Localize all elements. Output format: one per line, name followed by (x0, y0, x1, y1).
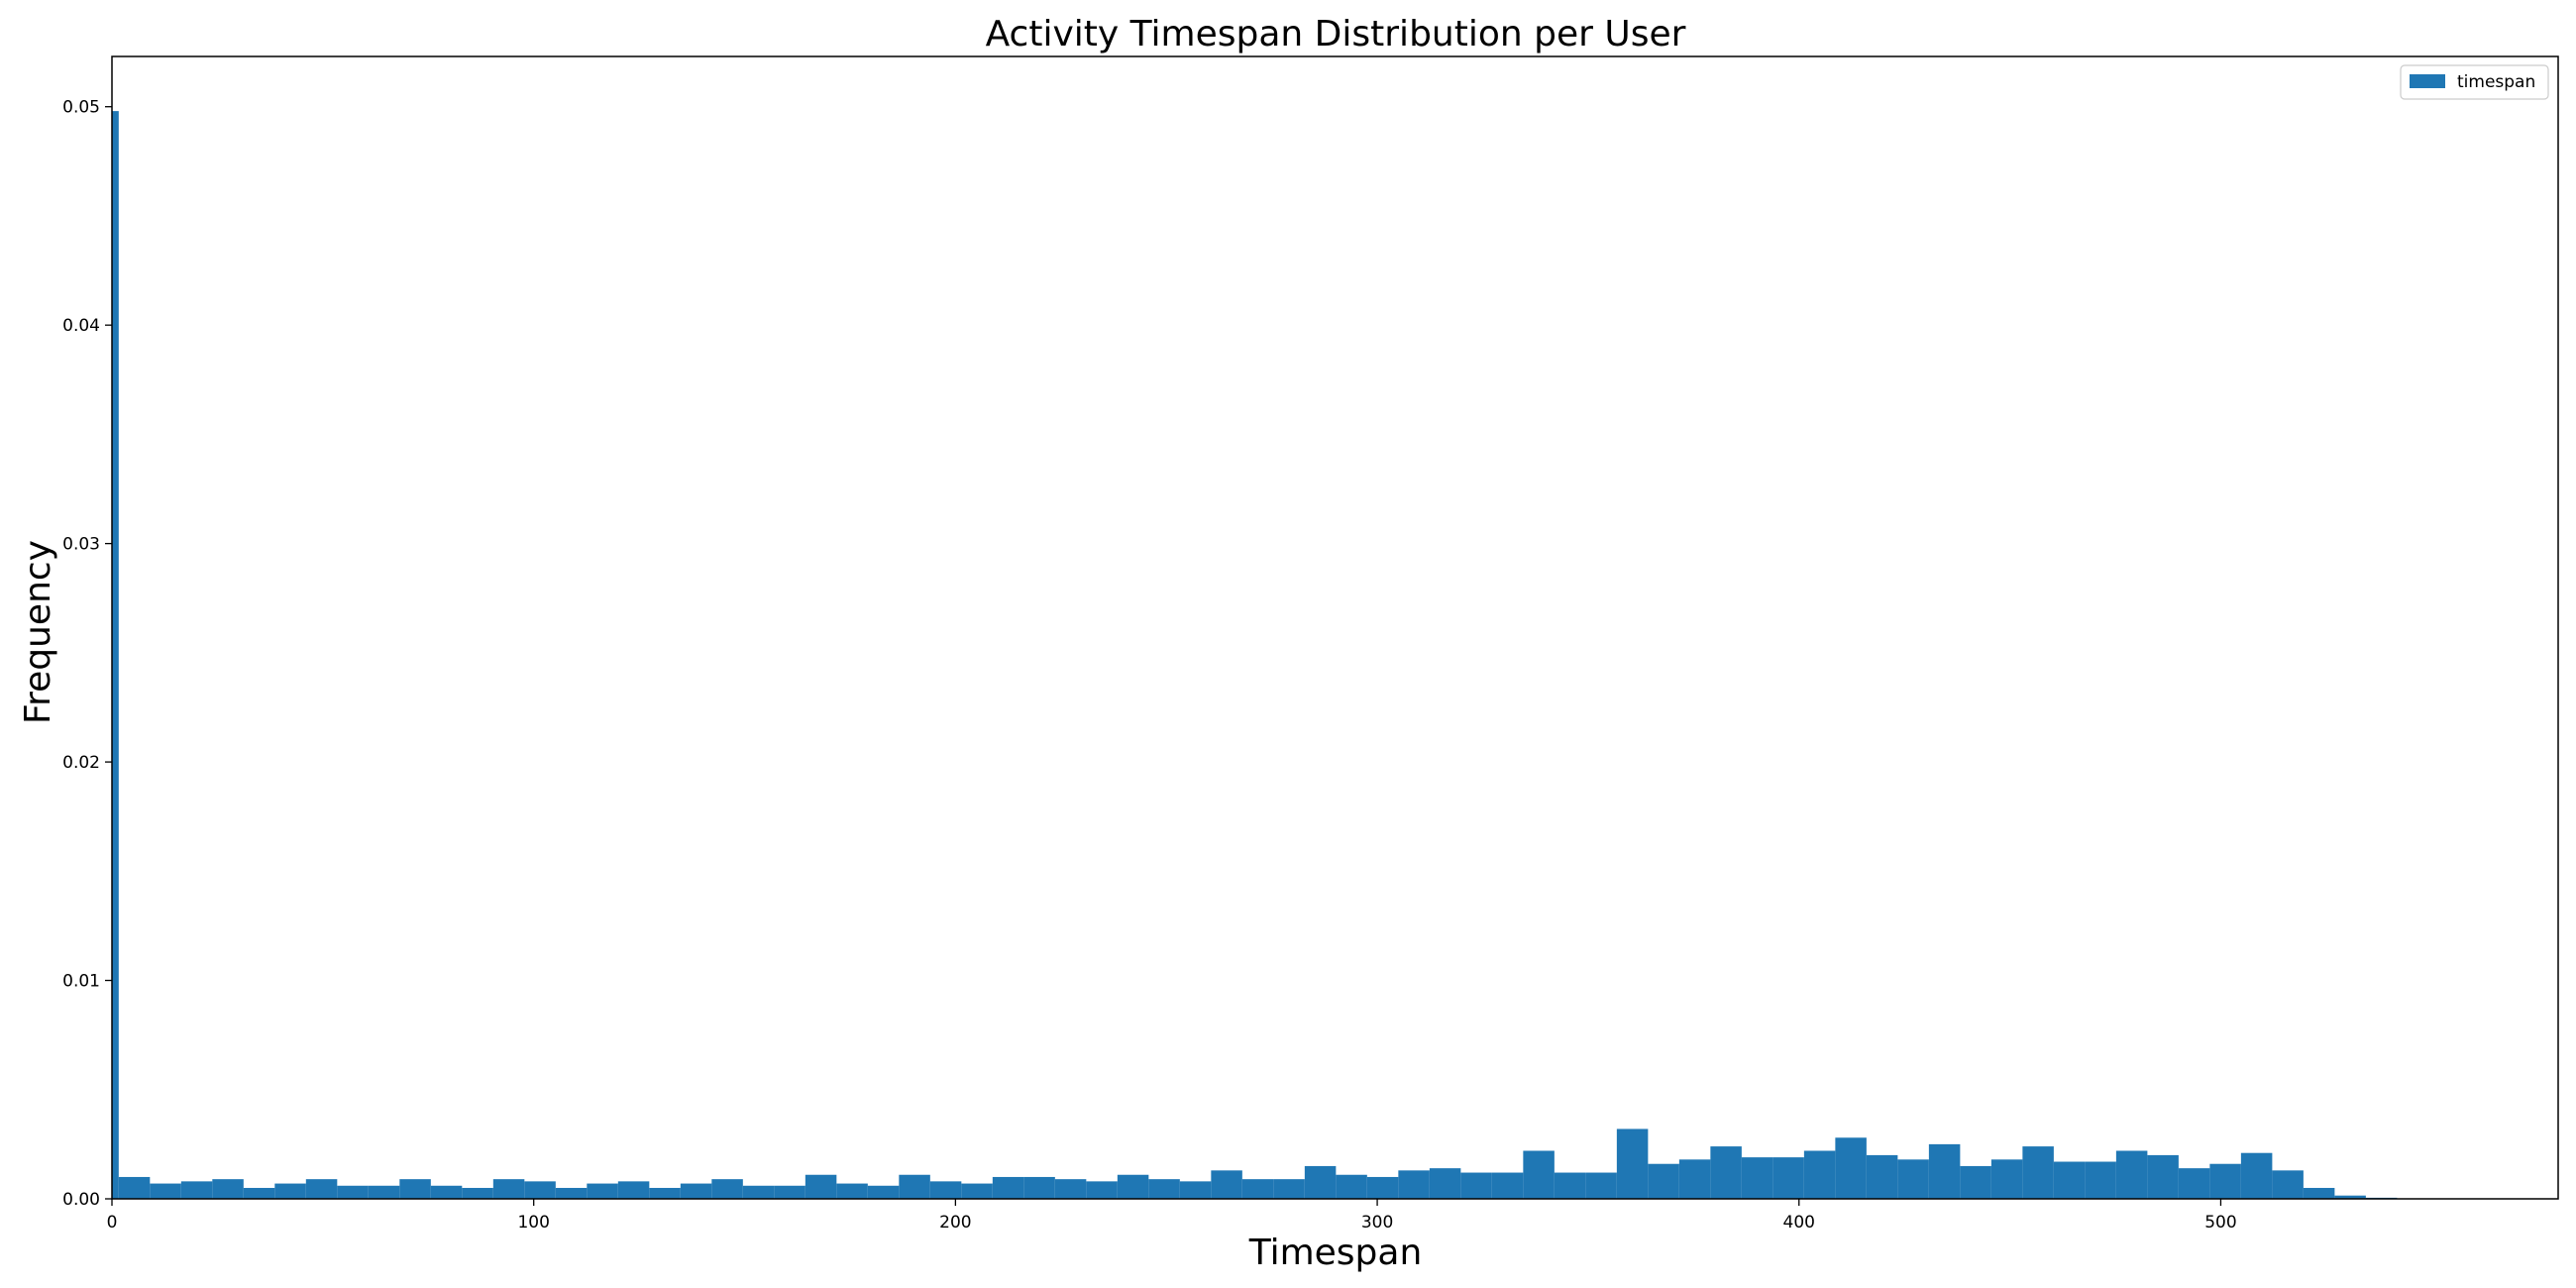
histogram-bar (1211, 1170, 1242, 1199)
histogram-bar (2085, 1161, 2116, 1199)
histogram-bar (492, 1179, 525, 1199)
x-axis-label: Timespan (1248, 1233, 1423, 1273)
histogram-bar (1960, 1165, 1991, 1199)
histogram-bar (1023, 1176, 1055, 1199)
x-tick-label: 200 (939, 1213, 971, 1233)
histogram-bar (462, 1187, 493, 1199)
histogram-bar (1523, 1150, 1555, 1199)
histogram-bar (430, 1185, 463, 1199)
x-tick-label: 500 (2204, 1213, 2236, 1233)
histogram-bar (1148, 1179, 1180, 1199)
histogram-bar (992, 1176, 1024, 1199)
histogram-bar (150, 1183, 181, 1199)
histogram-bar (867, 1185, 900, 1199)
y-tick-label: 0.02 (62, 753, 100, 773)
histogram-bar (368, 1185, 400, 1199)
histogram-bar (118, 1176, 151, 1199)
legend-swatch (2410, 74, 2445, 88)
histogram-bar (1086, 1181, 1118, 1199)
x-tick-label: 400 (1783, 1213, 1815, 1233)
histogram-bar (2178, 1168, 2210, 1199)
histogram-bar (680, 1183, 712, 1199)
y-axis-ticks: 0.00 0.01 0.02 0.03 0.04 0.05 (62, 98, 112, 1210)
plot-frame (111, 55, 2559, 1200)
histogram-bar (1741, 1157, 1773, 1199)
histogram-bar (1304, 1165, 1337, 1199)
y-tick-label: 0.00 (62, 1190, 100, 1210)
histogram-bar (180, 1181, 213, 1199)
histogram-bar (1241, 1179, 1274, 1199)
histogram-bar (2053, 1161, 2086, 1199)
histogram-bar (1273, 1179, 1305, 1199)
legend: timespan (2400, 64, 2549, 100)
histogram-bar (2115, 1150, 2148, 1199)
y-tick-label: 0.04 (62, 316, 100, 336)
histogram-bar (1616, 1128, 1649, 1199)
plot-area (112, 111, 2398, 1199)
x-tick-label: 0 (107, 1213, 118, 1233)
chart-title: Activity Timespan Distribution per User (986, 14, 1686, 54)
histogram-bar (243, 1187, 275, 1199)
y-tick-label: 0.03 (62, 535, 100, 555)
histogram-bar (587, 1183, 618, 1199)
histogram-bar (649, 1187, 681, 1199)
histogram-bar (1554, 1172, 1586, 1199)
histogram-bar (2272, 1170, 2304, 1199)
histogram-bar (2022, 1146, 2054, 1199)
legend-box (2400, 64, 2549, 100)
histogram-bar (2334, 1195, 2366, 1199)
histogram-bar (274, 1183, 306, 1199)
histogram-bar (1835, 1137, 1867, 1199)
histogram-bar (2147, 1154, 2179, 1199)
histogram-bar (1117, 1174, 1149, 1199)
histogram-bar (524, 1181, 556, 1199)
y-tick-label: 0.01 (62, 972, 100, 992)
histogram-bar (1054, 1179, 1087, 1199)
histogram-bar (1179, 1181, 1212, 1199)
histogram-bar (555, 1187, 588, 1199)
histogram-bar (774, 1185, 805, 1199)
histogram-bar (805, 1174, 837, 1199)
histogram-bar (1585, 1172, 1617, 1199)
histogram-bar (711, 1179, 743, 1199)
histogram-bar (1897, 1159, 1929, 1199)
histogram-bar (1772, 1157, 1804, 1199)
histogram-bar (212, 1179, 244, 1199)
x-axis-ticks: 0 100 200 300 400 500 (107, 1199, 2237, 1233)
histogram-bar (1866, 1154, 1898, 1199)
histogram-bar (305, 1179, 338, 1199)
histogram-bar (1429, 1168, 1461, 1199)
histogram-bar (1803, 1150, 1836, 1199)
histogram-bar (2209, 1163, 2241, 1199)
histogram-bar (1336, 1174, 1367, 1199)
histogram-bar-spike (112, 111, 119, 1199)
x-tick-label: 300 (1361, 1213, 1393, 1233)
histogram-bar (2303, 1187, 2335, 1199)
histogram-bar (1990, 1159, 2023, 1199)
histogram-bar (899, 1174, 930, 1199)
histogram-bar (1648, 1163, 1679, 1199)
histogram-bar (337, 1185, 369, 1199)
histogram-bar (1491, 1172, 1524, 1199)
y-tick-label: 0.05 (62, 98, 100, 118)
y-axis-label: Frequency (18, 540, 58, 724)
histogram-bar (836, 1183, 868, 1199)
histogram-bar (1678, 1159, 1711, 1199)
histogram-bar (1460, 1172, 1492, 1199)
x-tick-label: 100 (517, 1213, 549, 1233)
histogram-bar (1366, 1176, 1399, 1199)
histogram-bar (742, 1185, 775, 1199)
histogram-bar (399, 1179, 431, 1199)
histogram-bar (961, 1183, 993, 1199)
histogram-bar (1928, 1143, 1961, 1199)
histogram-bar (929, 1181, 962, 1199)
histogram-bar (1398, 1170, 1430, 1199)
histogram-bar (1710, 1146, 1742, 1199)
legend-label: timespan (2457, 72, 2535, 92)
histogram-bar (617, 1181, 650, 1199)
histogram-bar (2240, 1152, 2273, 1199)
